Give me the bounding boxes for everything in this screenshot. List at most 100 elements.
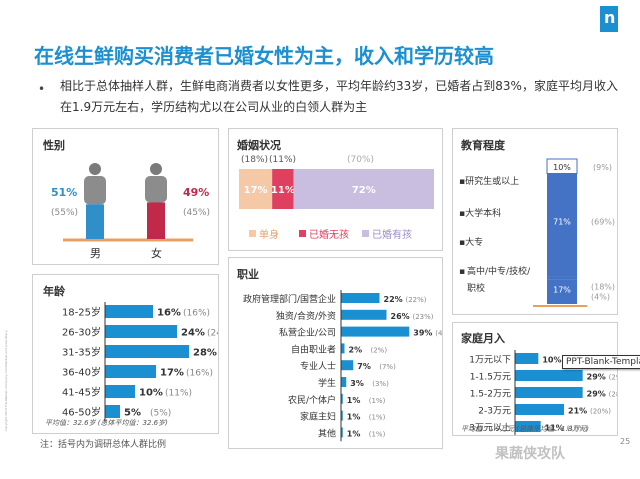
occupation-data-label: 1% (347, 396, 361, 405)
age-pop-label: (5%) (150, 409, 171, 419)
income-data-label: 29% (587, 390, 606, 399)
education-bar-3 (547, 279, 577, 304)
occupation-pop-label: (7%) (379, 363, 396, 371)
age-title: 年龄 (43, 285, 65, 298)
occupation-bar (341, 309, 387, 320)
occupation-bar (341, 427, 343, 438)
income-pop-label: (20%) (590, 408, 611, 416)
income-category-label: 3万元以上 (469, 423, 511, 434)
age-pop-label: (16%) (186, 369, 213, 379)
education-pop-label: (9%) (593, 163, 612, 172)
income-bar (515, 353, 539, 364)
watermark-text: 果蔬侠攻队 (495, 446, 565, 462)
income-chart: 1万元以下10%1-1.5万元29%(29%)1.5-2万元29%(28%)2-… (461, 350, 617, 435)
income-bar (515, 421, 541, 432)
income-pop-label: (28%) (609, 391, 617, 399)
income-bar (515, 370, 583, 381)
person-head-icon (89, 163, 101, 175)
person-icon-male (84, 163, 106, 239)
age-category-label: 36-40岁 (62, 366, 101, 379)
age-panel: 年龄 18-25岁16%(16%)26-30岁24%(24%)31-35岁28%… (32, 274, 219, 434)
brand-logo: n (600, 6, 618, 32)
occupation-bar (341, 410, 343, 421)
age-pop-label: (11%) (165, 389, 192, 399)
income-data-label: 10% (542, 356, 561, 365)
occupation-data-label: 26% (391, 312, 410, 321)
occupation-data-label: 1% (347, 413, 361, 422)
page-title: 在线生鲜购买消费者已婚女性为主，收入和学历较高 (34, 44, 494, 68)
occupation-pop-label: (22%) (406, 296, 427, 304)
occupation-category-label: 自由职业者 (291, 343, 336, 355)
income-data-label: 29% (587, 373, 606, 382)
copyright-note: Copyright 2014 The Nielsen Company. Conf… (4, 330, 8, 432)
marriage-data-label: 72% (352, 185, 376, 196)
income-pop-label: (29%) (609, 374, 617, 382)
occupation-bar (341, 377, 347, 387)
marriage-chart: 17% 11% 72% (18%) (11%) (70%) 单身 已婚无孩 已婚有孩 (239, 155, 434, 241)
marriage-legend-swatch (249, 230, 256, 237)
occupation-category-label: 家庭主妇 (300, 411, 336, 423)
income-data-label: 11% (545, 424, 564, 433)
gender-category-label: 男 (90, 247, 101, 260)
age-bar (105, 345, 189, 358)
marriage-legend-label: 已婚有孩 (372, 228, 412, 241)
education-pop-label: (4%) (591, 293, 610, 302)
age-category-label: 26-30岁 (62, 326, 101, 339)
occupation-data-label: 1% (347, 429, 361, 438)
occupation-pop-label: (1%) (369, 430, 386, 438)
occupation-category-label: 其他 (318, 427, 336, 439)
marriage-pop-label: (11%) (269, 155, 296, 165)
age-data-label: 17% (160, 368, 184, 379)
person-icon-female (145, 163, 167, 239)
age-note: 平均值：32.6岁 (总体平均值：32.6岁) (45, 419, 168, 427)
education-title: 教育程度 (461, 139, 505, 152)
age-data-label: 5% (124, 408, 141, 419)
gender-pop-label: (45%) (183, 208, 210, 218)
age-chart: 18-25岁16%(16%)26-30岁24%(24%)31-35岁28%(27… (45, 302, 218, 427)
gender-panel: 性别 51% (55%) 男 49% (45%) 女 (32, 128, 219, 265)
age-bar (105, 385, 135, 398)
occupation-bar (341, 343, 345, 354)
income-category-label: 1-1.5万元 (470, 373, 511, 383)
age-data-label: 10% (139, 388, 163, 399)
person-torso (84, 176, 106, 205)
age-category-label: 41-45岁 (62, 386, 101, 399)
age-pop-label: (16%) (183, 309, 210, 319)
occupation-bar (341, 293, 380, 303)
education-panel: 教育程度 10% 71% 17% (9%) (69%) (18%) (4%) ▪研究生或以上 ▪… (452, 128, 618, 315)
education-pop-label: (69%) (591, 217, 615, 226)
occupation-chart: 政府管理部门/国营企业 22% (22%) 独资/合资/外资 26% (23%) 私营企业/… (243, 290, 442, 442)
income-data-label: 21% (568, 407, 587, 416)
marriage-pop-label: (18%) (241, 155, 268, 165)
age-pop-label: (24%) (207, 329, 218, 339)
income-bar (515, 387, 583, 398)
education-bar-2 (547, 276, 577, 280)
occupation-category-label: 专业人士 (300, 360, 336, 372)
occupation-bar (341, 393, 343, 404)
marriage-legend-swatch (362, 230, 369, 237)
age-bar (105, 325, 177, 338)
occupation-title: 职业 (237, 268, 259, 281)
occupation-pop-label: (2%) (371, 346, 388, 354)
marriage-title: 婚姻状况 (237, 139, 281, 152)
occupation-panel: 职业 政府管理部门/国营企业 22% (22%) 独资/合资/外资 26% (23%) 私营… (228, 257, 443, 449)
person-fill-男 (86, 204, 104, 239)
marriage-panel: 婚姻状况 17% 11% 72% (18%) (11%) (70%) 单身 已婚无孩 已婚有孩 (228, 128, 443, 251)
income-note: 平均值：1.9万元 (总体平均值：1.8万元) (461, 425, 589, 433)
education-category-bullet: ▪ (459, 267, 465, 277)
gender-pop-label: (55%) (51, 208, 78, 218)
marriage-legend-label: 已婚无孩 (309, 228, 349, 241)
occupation-pop-label: (3%) (372, 380, 389, 388)
age-category-label: 31-35岁 (62, 346, 101, 359)
person-fill-女 (147, 202, 165, 239)
occupation-pop-label: (1%) (369, 414, 386, 422)
occupation-category-label: 学生 (318, 377, 336, 389)
income-category-label: 1.5-2万元 (470, 390, 511, 400)
age-category-label: 18-25岁 (62, 306, 101, 319)
marriage-bar-1 (272, 169, 294, 209)
income-title: 家庭月入 (461, 332, 505, 345)
marriage-bar-2 (293, 169, 434, 209)
occupation-data-label: 7% (357, 362, 371, 371)
person-torso (145, 176, 167, 203)
age-data-label: 16% (157, 308, 181, 319)
